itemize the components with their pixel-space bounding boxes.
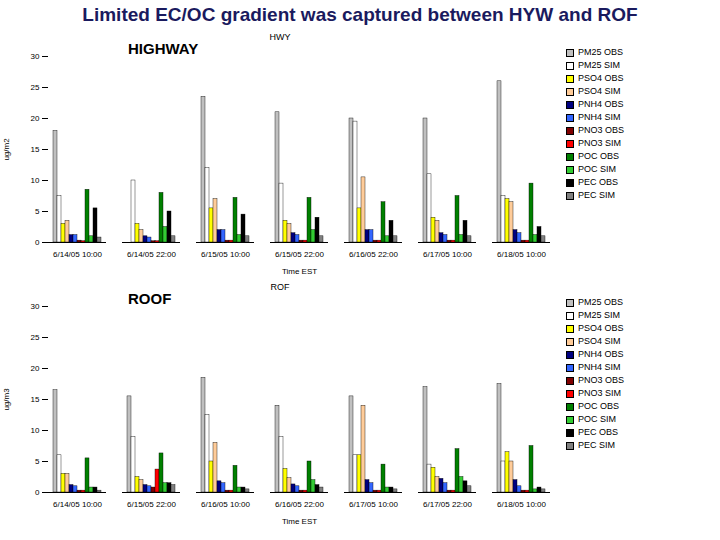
html-text:POC OBS: POC OBS	[578, 151, 619, 161]
html-text:POC OBS: POC OBS	[578, 401, 619, 411]
html-text:PM25 SIM: PM25 SIM	[578, 310, 620, 320]
svg-text:30: 30	[31, 302, 40, 311]
svg-text:0: 0	[35, 238, 40, 247]
html-text:PEC OBS: PEC OBS	[578, 177, 618, 187]
svg-text:5: 5	[35, 457, 40, 466]
html-text:PNH4 OBS: PNH4 OBS	[578, 349, 624, 359]
html-text:PM25 SIM: PM25 SIM	[578, 60, 620, 70]
svg-text:6/14/05 10:00: 6/14/05 10:00	[53, 500, 102, 509]
html-text:PM25 OBS: PM25 OBS	[578, 297, 623, 307]
svg-text:15: 15	[31, 145, 40, 154]
svg-text:6/15/05 22:00: 6/15/05 22:00	[127, 500, 176, 509]
html-text:PEC OBS: PEC OBS	[578, 427, 618, 437]
html-text:PEC SIM: PEC SIM	[578, 190, 615, 200]
svg-text:0: 0	[35, 488, 40, 497]
html-text:PSO4 OBS: PSO4 OBS	[578, 73, 624, 83]
html-text:ROF: ROF	[270, 282, 290, 292]
svg-text:6/18/05 10:00: 6/18/05 10:00	[497, 250, 546, 259]
html-text:PNO3 OBS: PNO3 OBS	[578, 125, 624, 135]
svg-text:6/17/05 10:00: 6/17/05 10:00	[349, 500, 398, 509]
svg-text:6/17/05 22:00: 6/17/05 22:00	[423, 500, 472, 509]
html-text:PSO4 SIM: PSO4 SIM	[578, 86, 621, 96]
svg-text:10: 10	[31, 426, 40, 435]
html-text:HWY: HWY	[269, 32, 291, 42]
html-text:POC SIM: POC SIM	[578, 414, 616, 424]
svg-text:6/18/05 10:00: 6/18/05 10:00	[497, 500, 546, 509]
svg-text:6/16/05 10:00: 6/16/05 10:00	[201, 500, 250, 509]
svg-text:30: 30	[31, 52, 40, 61]
html-text:PNH4 SIM: PNH4 SIM	[578, 112, 621, 122]
svg-text:20: 20	[31, 364, 40, 373]
svg-text:25: 25	[31, 333, 40, 342]
html-text:PNO3 OBS: PNO3 OBS	[578, 375, 624, 385]
html-text:PM25 OBS: PM25 OBS	[578, 47, 623, 57]
html-text:POC SIM: POC SIM	[578, 164, 616, 174]
html-text:PEC SIM: PEC SIM	[578, 440, 615, 450]
svg-text:ug/m2: ug/m2	[2, 138, 11, 161]
svg-text:20: 20	[31, 114, 40, 123]
svg-text:25: 25	[31, 83, 40, 92]
html-text:PSO4 OBS: PSO4 OBS	[578, 323, 624, 333]
html-text:ROOF: ROOF	[128, 290, 172, 307]
html-text:HIGHWAY: HIGHWAY	[128, 40, 199, 57]
html-text:Limited EC/OC gradient was cap: Limited EC/OC gradient was captured betw…	[82, 4, 638, 25]
svg-text:6/14/05 22:00: 6/14/05 22:00	[127, 250, 176, 259]
svg-text:Time EST: Time EST	[282, 267, 317, 276]
svg-text:6/15/05 10:00: 6/15/05 10:00	[201, 250, 250, 259]
svg-text:6/15/05 22:00: 6/15/05 22:00	[275, 250, 324, 259]
svg-text:6/16/05 22:00: 6/16/05 22:00	[275, 500, 324, 509]
html-text:PNH4 SIM: PNH4 SIM	[578, 362, 621, 372]
svg-text:15: 15	[31, 395, 40, 404]
svg-text:6/14/05 10:00: 6/14/05 10:00	[53, 250, 102, 259]
svg-text:5: 5	[35, 207, 40, 216]
html-text:PNH4 OBS: PNH4 OBS	[578, 99, 624, 109]
svg-text:6/16/05 22:00: 6/16/05 22:00	[349, 250, 398, 259]
html-text:PNO3 SIM: PNO3 SIM	[578, 138, 621, 148]
svg-text:6/17/05 10:00: 6/17/05 10:00	[423, 250, 472, 259]
svg-text:10: 10	[31, 176, 40, 185]
svg-text:Time EST: Time EST	[282, 517, 317, 526]
html-text:PNO3 SIM: PNO3 SIM	[578, 388, 621, 398]
html-text:PSO4 SIM: PSO4 SIM	[578, 336, 621, 346]
svg-text:ug/m3: ug/m3	[2, 388, 11, 411]
